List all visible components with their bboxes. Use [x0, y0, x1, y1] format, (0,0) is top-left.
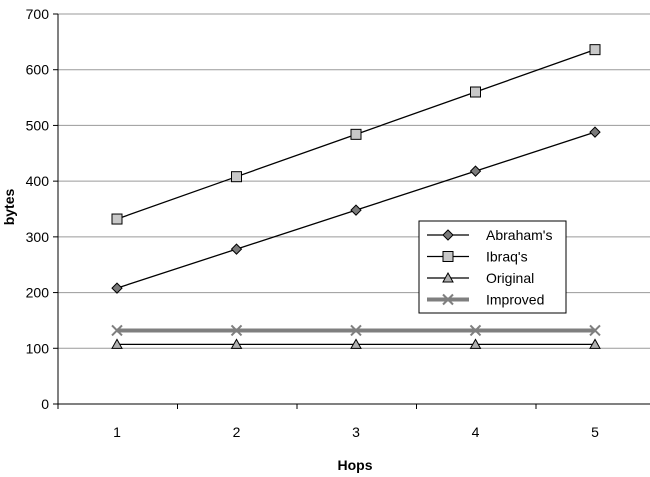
series-improved: [111, 324, 601, 337]
legend-swatch-marker: [442, 271, 454, 283]
data-point: [350, 338, 362, 349]
y-tick-label: 600: [26, 62, 50, 78]
y-tick-label: 100: [26, 340, 50, 356]
series-original: [111, 338, 601, 349]
x-tick-label: 3: [352, 424, 360, 440]
x-tick-label: 5: [591, 424, 599, 440]
marker-stroke: [589, 324, 601, 337]
y-tick-label: 300: [26, 229, 50, 245]
y-tick-label: 500: [26, 117, 50, 133]
marker-stroke: [350, 324, 362, 337]
data-point: [589, 44, 601, 56]
grid-lines: [58, 13, 650, 349]
series-abraham-s: [111, 126, 601, 294]
data-point: [589, 338, 601, 349]
legend-item-original: Original: [427, 270, 534, 286]
legend: Abraham's Ibraq's Original Improved: [418, 220, 567, 314]
data-point: [111, 213, 123, 225]
data-point: [111, 338, 123, 349]
series-ibraq-s: [111, 44, 601, 225]
y-tick-label: 0: [41, 396, 49, 412]
legend-label: Ibraq's: [486, 249, 528, 265]
data-point: [350, 324, 362, 337]
y-tick-label: 200: [26, 285, 50, 301]
data-point: [111, 324, 123, 337]
legend-label: Abraham's: [486, 227, 552, 243]
data-point: [350, 128, 362, 140]
y-tick-label: 700: [26, 6, 50, 22]
legend-item-abraham-s: Abraham's: [427, 227, 552, 243]
legend-item-improved: Improved: [427, 292, 544, 308]
legend-label: Original: [486, 270, 534, 286]
data-point: [350, 204, 362, 216]
y-axis-title: bytes: [1, 189, 17, 226]
x-axis-title: Hops: [338, 457, 373, 473]
x-tick-label: 4: [472, 424, 480, 440]
marker-stroke: [111, 324, 123, 337]
legend-item-ibraq-s: Ibraq's: [427, 249, 528, 265]
x-tick-label: 1: [113, 424, 121, 440]
legend-label: Improved: [486, 292, 544, 308]
data-point: [230, 243, 243, 255]
data-point: [230, 324, 243, 337]
data-point: [469, 324, 482, 337]
data-point: [231, 171, 242, 183]
data-point: [111, 282, 123, 294]
legend-swatch-marker: [442, 251, 454, 262]
marker-stroke: [442, 293, 454, 306]
data-point: [470, 86, 481, 98]
series-group: [111, 44, 601, 349]
data-point: [469, 165, 482, 177]
x-tick-label: 2: [233, 424, 241, 440]
marker-stroke: [469, 324, 482, 337]
legend-swatch-marker: [442, 229, 454, 241]
y-tick-label: 400: [26, 173, 50, 189]
marker-stroke: [230, 324, 243, 337]
data-point: [230, 338, 243, 349]
legend-swatch-marker: [442, 293, 454, 306]
data-point: [589, 324, 601, 337]
data-point: [469, 338, 482, 349]
axes: 0 100 200 300 400 500 600 700 1 2 3 4 5: [26, 6, 650, 440]
data-point: [589, 126, 601, 138]
